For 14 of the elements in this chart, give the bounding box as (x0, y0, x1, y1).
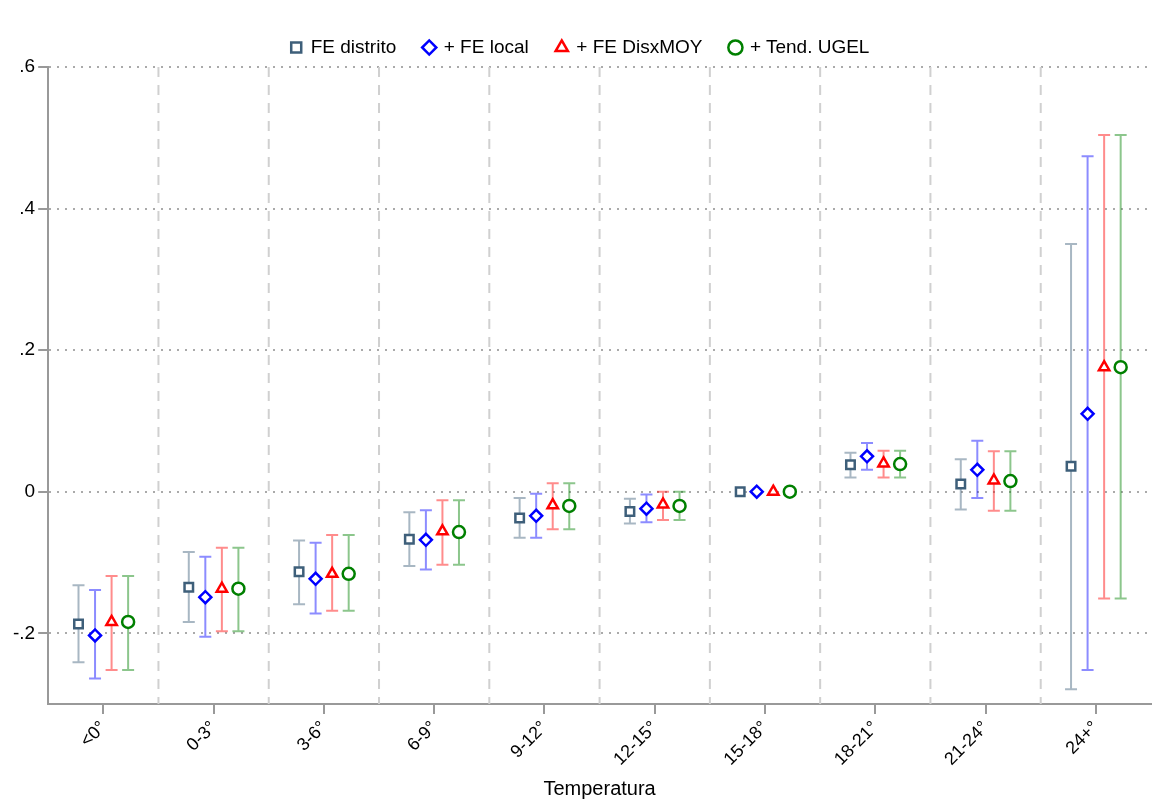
y-tick-label: 0 (24, 479, 36, 501)
legend-label: + FE local (443, 35, 529, 57)
x-tick-label: <0° (75, 716, 110, 751)
x-tick-label: 3-6° (292, 716, 331, 755)
legend-label: FE distrito (310, 35, 397, 57)
y-tick-label: .6 (19, 55, 36, 77)
y-tick-label: .2 (19, 338, 36, 360)
x-axis-title: Temperatura (543, 776, 657, 799)
y-tick-label: -.2 (12, 621, 36, 643)
x-tick-label: 6-9° (402, 716, 441, 755)
legend-label: + Tend. UGEL (749, 35, 870, 57)
legend-label: + FE DisxMOY (576, 35, 703, 57)
x-tick-label: 0-3° (182, 716, 220, 755)
y-tick-label: .4 (19, 196, 36, 218)
